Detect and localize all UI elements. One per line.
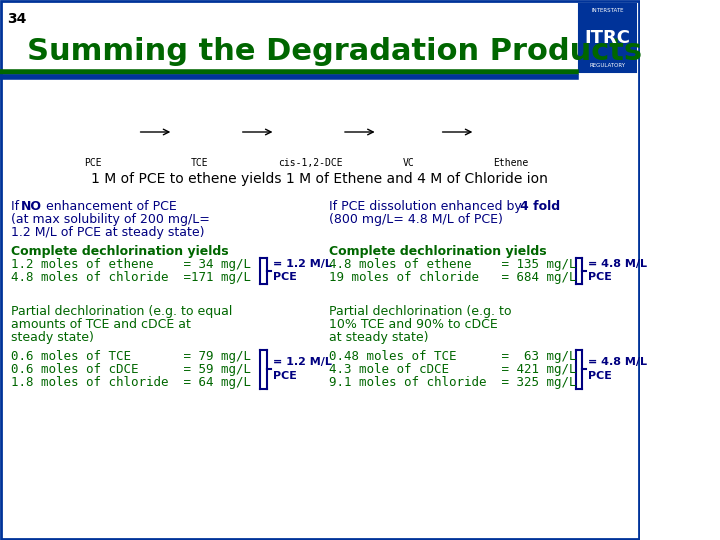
Text: ITRC: ITRC: [585, 29, 631, 47]
Text: = 1.2 M/L: = 1.2 M/L: [273, 357, 332, 367]
Text: 1.8 moles of chloride  = 64 mg/L: 1.8 moles of chloride = 64 mg/L: [11, 376, 251, 389]
Text: REGULATORY: REGULATORY: [590, 63, 626, 68]
Text: INTERSTATE: INTERSTATE: [591, 8, 624, 13]
Text: 10% TCE and 90% to cDCE: 10% TCE and 90% to cDCE: [329, 318, 498, 331]
Text: 4 fold: 4 fold: [520, 200, 560, 213]
Text: PCE: PCE: [273, 272, 297, 282]
Text: NO: NO: [22, 200, 42, 213]
Text: 0.48 moles of TCE      =  63 mg/L: 0.48 moles of TCE = 63 mg/L: [329, 350, 576, 363]
Text: If: If: [11, 200, 23, 213]
Text: 1 M of PCE to ethene yields 1 M of Ethene and 4 M of Chloride ion: 1 M of PCE to ethene yields 1 M of Ethen…: [91, 172, 548, 186]
Text: Summing the Degradation Products: Summing the Degradation Products: [27, 37, 642, 66]
Text: 4.3 mole of cDCE       = 421 mg/L: 4.3 mole of cDCE = 421 mg/L: [329, 363, 576, 376]
Text: = 1.2 M/L: = 1.2 M/L: [273, 259, 332, 269]
Text: (at max solubility of 200 mg/L=: (at max solubility of 200 mg/L=: [11, 213, 210, 226]
Text: 34: 34: [7, 12, 27, 26]
Text: PCE: PCE: [588, 371, 612, 381]
Text: 19 moles of chloride   = 684 mg/L: 19 moles of chloride = 684 mg/L: [329, 271, 576, 284]
Text: PCE: PCE: [84, 158, 102, 168]
Text: VC: VC: [402, 158, 415, 168]
Text: enhancement of PCE: enhancement of PCE: [42, 200, 176, 213]
Text: at steady state): at steady state): [329, 331, 428, 344]
Text: PCE: PCE: [273, 371, 297, 381]
Text: 0.6 moles of TCE       = 79 mg/L: 0.6 moles of TCE = 79 mg/L: [11, 350, 251, 363]
Text: cis-1,2-DCE: cis-1,2-DCE: [279, 158, 343, 168]
FancyBboxPatch shape: [579, 4, 636, 72]
Text: = 4.8 M/L: = 4.8 M/L: [588, 259, 647, 269]
Text: 4.8 moles of chloride  =171 mg/L: 4.8 moles of chloride =171 mg/L: [11, 271, 251, 284]
Text: steady state): steady state): [11, 331, 94, 344]
Text: PCE: PCE: [588, 272, 612, 282]
Text: (800 mg/L= 4.8 M/L of PCE): (800 mg/L= 4.8 M/L of PCE): [329, 213, 503, 226]
Text: Partial dechlorination (e.g. to equal: Partial dechlorination (e.g. to equal: [11, 305, 232, 318]
Text: Partial dechlorination (e.g. to: Partial dechlorination (e.g. to: [329, 305, 511, 318]
Text: 1.2 moles of ethene    = 34 mg/L: 1.2 moles of ethene = 34 mg/L: [11, 258, 251, 271]
Text: 4.8 moles of ethene    = 135 mg/L: 4.8 moles of ethene = 135 mg/L: [329, 258, 576, 271]
Text: 1.2 M/L of PCE at steady state): 1.2 M/L of PCE at steady state): [11, 226, 204, 239]
Text: 9.1 moles of chloride  = 325 mg/L: 9.1 moles of chloride = 325 mg/L: [329, 376, 576, 389]
Text: = 4.8 M/L: = 4.8 M/L: [588, 357, 647, 367]
Text: If PCE dissolution enhanced by: If PCE dissolution enhanced by: [329, 200, 526, 213]
Text: Complete dechlorination yields: Complete dechlorination yields: [329, 245, 546, 258]
Text: Ethene: Ethene: [493, 158, 528, 168]
Text: TCE: TCE: [191, 158, 209, 168]
Text: amounts of TCE and cDCE at: amounts of TCE and cDCE at: [11, 318, 191, 331]
Text: Complete dechlorination yields: Complete dechlorination yields: [11, 245, 228, 258]
Text: 0.6 moles of cDCE      = 59 mg/L: 0.6 moles of cDCE = 59 mg/L: [11, 363, 251, 376]
